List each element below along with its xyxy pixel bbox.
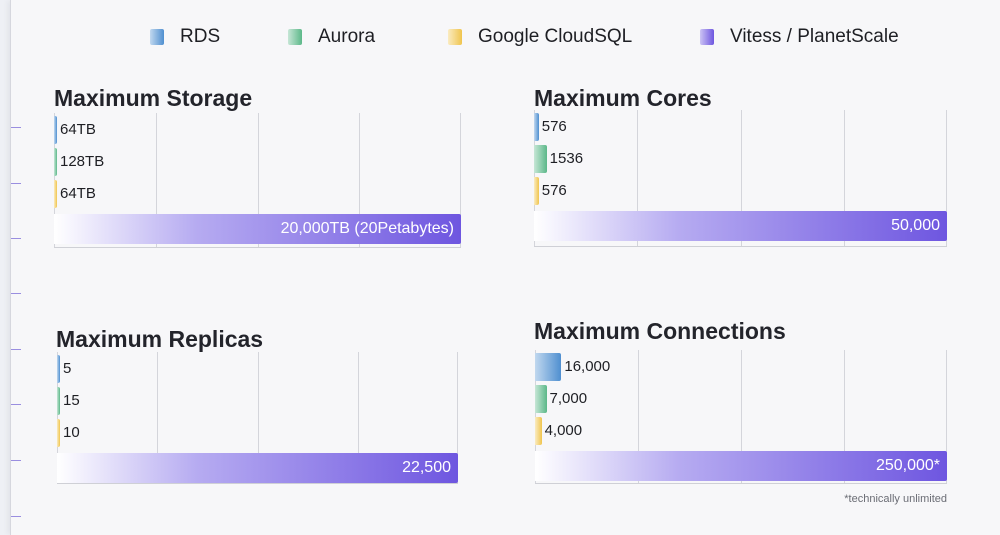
gridline [741,110,742,247]
chart-title-storage: Maximum Storage [54,85,253,111]
bar-rds [57,355,60,383]
legend-swatch [150,29,164,45]
cores-chart: 576 1536 576 50,000 [534,110,947,247]
legend-label: Google CloudSQL [478,26,633,47]
comparison-card [10,0,1000,535]
bar-aurora [54,148,57,176]
gridline [638,350,639,484]
edge-tick [11,349,21,350]
x-axis-line [535,483,947,484]
chart-title-connections: Maximum Connections [534,318,786,344]
bar-cloudsql [54,180,57,208]
bar-value-label: 7,000 [549,390,588,407]
x-axis-line [57,483,458,484]
bar-cloudsql [57,419,60,447]
legend-swatch [700,29,714,45]
replicas-chart: 5 15 10 22,500 [57,352,458,484]
bar-rds [54,116,57,144]
gridline [156,113,157,248]
storage-chart: 64TB 128TB 64TB 20,000TB (20Petabytes) [54,113,461,248]
gridline [741,350,742,484]
bar-value-label: 250,000* [875,457,940,474]
bar-value-label: 64TB [60,185,96,202]
bar-vitess [535,451,947,481]
bar-value-label: 20,000TB (20Petabytes) [280,220,454,237]
legend-label: RDS [180,26,221,47]
bar-cloudsql [534,177,539,205]
bar-value-label: 50,000 [891,217,940,234]
bar-value-label: 16,000 [564,358,611,375]
bar-value-label: 64TB [60,121,96,138]
bar-rds [535,353,562,381]
chart-title-replicas: Maximum Replicas [56,326,264,352]
bar-value-label: 128TB [60,153,105,170]
bar-value-label: 4,000 [544,422,583,439]
bar-value-label: 5 [63,360,72,377]
bar-value-label: 22,500 [402,459,451,476]
legend-swatch [448,29,462,45]
bar-value-label: 576 [541,118,567,135]
bar-aurora [534,145,547,173]
gridline [258,113,259,248]
legend-label: Aurora [318,26,376,47]
connections-chart: 16,000 7,000 4,000 250,000* [535,350,947,484]
gridline [457,352,458,484]
gridline [359,113,360,248]
gridline [946,110,947,247]
bar-value-label: 10 [63,424,80,441]
chart-title-cores: Maximum Cores [534,85,712,111]
bar-vitess [57,453,458,483]
bar-value-label: 576 [541,182,567,199]
gridline [358,352,359,484]
legend-item-google-cloudsql: Google CloudSQL [448,26,632,48]
legend-item-rds: RDS [150,26,220,48]
legend-item-aurora: Aurora [288,26,375,48]
bar-rds [534,113,539,141]
gridline [460,113,461,248]
gridline [946,350,947,484]
edge-tick [11,460,21,461]
bar-value-label: 15 [63,392,80,409]
bar-cloudsql [535,417,542,445]
gridline [844,350,845,484]
y-axis-line [57,352,58,484]
gridline [258,352,259,484]
edge-tick [11,404,21,405]
bar-aurora [535,385,547,413]
legend-item-vitess-planetscale: Vitess / PlanetScale [700,26,899,48]
legend-swatch [288,29,302,45]
footnote: *technically unlimited [844,493,947,505]
legend-label: Vitess / PlanetScale [730,26,899,47]
bar-vitess [54,214,461,244]
x-axis-line [54,247,461,248]
edge-tick [11,238,21,239]
bar-value-label: 1536 [549,150,584,167]
edge-tick [11,127,21,128]
bar-vitess [534,211,947,241]
edge-tick [11,293,21,294]
bar-aurora [57,387,60,415]
x-axis-line [534,246,947,247]
edge-tick [11,183,21,184]
edge-tick [11,516,21,517]
gridline [637,110,638,247]
gridline [844,110,845,247]
gridline [157,352,158,484]
